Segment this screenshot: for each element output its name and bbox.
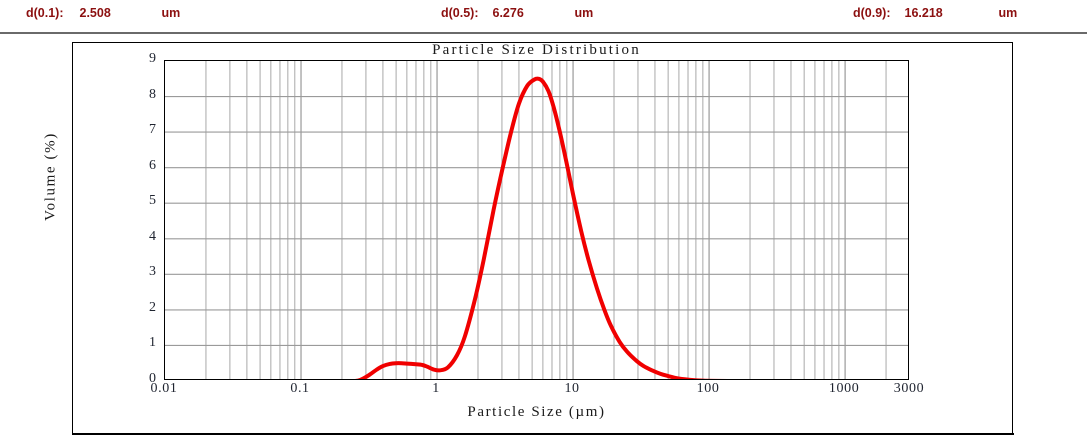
- major-gridlines-x: [300, 61, 846, 379]
- volume-distribution-curve: [205, 76, 887, 379]
- x-axis-title: Particle Size (µm): [467, 404, 606, 420]
- chart-frame-bottom-rule: [72, 433, 1014, 435]
- stat-d05-unit: um: [574, 6, 594, 20]
- y-tick-label: 6: [149, 157, 156, 173]
- y-tick-label: 9: [149, 51, 156, 66]
- x-tick-label: 1: [432, 381, 440, 396]
- y-tick-label: 5: [149, 193, 156, 209]
- stat-d01-label: d(0.1):: [26, 6, 64, 20]
- stat-d09-label: d(0.9):: [853, 6, 891, 20]
- stat-d01: d(0.1): 2.508 um: [26, 6, 180, 20]
- y-axis-title: Volume (%): [42, 132, 59, 221]
- chart-title: Particle Size Distribution: [432, 42, 641, 58]
- major-gridlines-y: [165, 96, 908, 346]
- y-tick-label: 7: [149, 122, 156, 138]
- x-tick-label: 0.01: [150, 381, 178, 396]
- y-tick-label: 8: [149, 86, 156, 102]
- minor-gridlines-x: [205, 61, 887, 379]
- distribution-plot: [165, 61, 908, 379]
- stat-d01-unit: um: [161, 6, 181, 20]
- x-tick-label: 0.1: [290, 381, 310, 396]
- x-tick-label: 1000: [828, 381, 860, 396]
- stat-d09-value: 16.218: [904, 6, 943, 20]
- x-tick-label: 10: [564, 381, 580, 396]
- stat-d09: d(0.9): 16.218 um: [853, 6, 1017, 20]
- x-tick-label: 3000: [893, 381, 925, 396]
- stat-d05-value: 6.276: [492, 6, 524, 20]
- plot-area: [164, 60, 909, 380]
- y-tick-label: 4: [149, 228, 156, 244]
- stats-bar: d(0.1): 2.508 um d(0.5): 6.276 um d(0.9): 16.…: [0, 0, 1087, 31]
- x-tick-label: 100: [696, 381, 720, 396]
- y-tick-label: 1: [149, 335, 156, 351]
- y-tick-label: 3: [149, 264, 156, 280]
- y-tick-label: 2: [149, 299, 156, 315]
- y-tick-label: 0: [149, 371, 156, 386]
- stat-d05: d(0.5): 6.276 um: [441, 6, 593, 20]
- stat-d09-unit: um: [998, 6, 1018, 20]
- stat-d05-label: d(0.5):: [441, 6, 479, 20]
- header-divider: [0, 32, 1087, 34]
- stat-d01-value: 2.508: [79, 6, 111, 20]
